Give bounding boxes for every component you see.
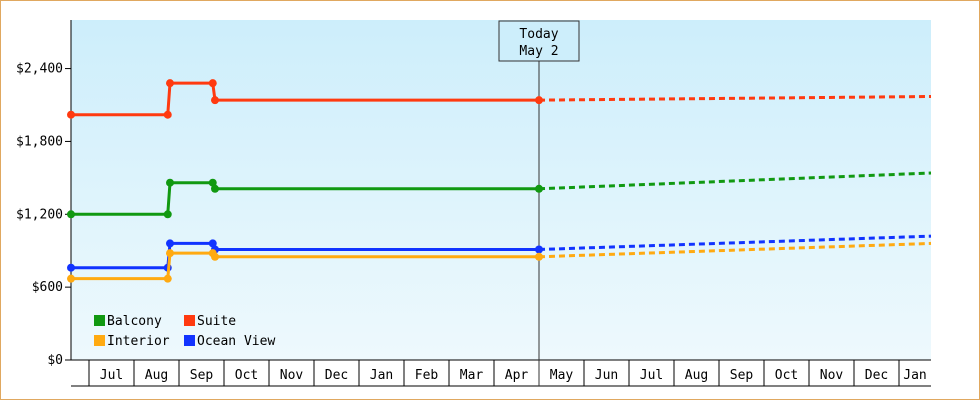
x-tick-label: Jan (370, 368, 393, 383)
series-interior-point (67, 274, 75, 283)
x-tick-label: Jan (903, 368, 926, 383)
legend-swatch-ocean-view (184, 335, 195, 346)
series-interior-point (163, 274, 172, 283)
series-suite-point (535, 96, 543, 105)
series-suite-history (71, 81, 539, 117)
x-tick-label: Dec (865, 368, 888, 383)
y-tick-label: $1,800 (16, 134, 63, 149)
series-balcony-history (71, 181, 539, 216)
legend-swatch-balcony (94, 315, 105, 326)
series-ocean-view-history (71, 241, 539, 270)
legend: Balcony Suite Interior Ocean View (94, 314, 275, 349)
series-ocean-view-point (535, 245, 543, 254)
y-tick-label: $0 (47, 353, 63, 368)
legend-swatch-suite (184, 315, 195, 326)
x-tick-label: Feb (415, 368, 439, 383)
x-tick-label: Jul (100, 368, 123, 383)
series-suite-point (163, 110, 172, 119)
legend-label-balcony: Balcony (107, 314, 162, 329)
legend-label-suite: Suite (197, 314, 236, 329)
x-tick-label: Nov (820, 368, 844, 383)
today-annotation-box (498, 20, 580, 62)
x-tick-label: Nov (280, 368, 304, 383)
series-suite-forecast (538, 95, 932, 102)
series-ocean-view-point (166, 239, 174, 248)
x-tick-label: May (550, 368, 574, 383)
x-tick-label: Oct (775, 368, 798, 383)
x-tick-label: Sep (730, 368, 754, 383)
series-balcony-point (211, 184, 219, 193)
series-interior-point (166, 249, 174, 258)
series-lines (67, 79, 932, 283)
y-tick-label: $1,200 (16, 207, 63, 222)
x-tick-label: Mar (460, 368, 484, 383)
series-suite-point (211, 96, 219, 105)
y-tick-label: $600 (32, 280, 63, 295)
legend-label-interior: Interior (107, 334, 170, 349)
today-marker: Today May 2 (498, 20, 580, 386)
series-suite-point (67, 110, 75, 119)
x-tick-label: Jun (595, 368, 618, 383)
series-ocean-view-forecast (538, 234, 932, 251)
series-interior-forecast (538, 241, 932, 259)
axes: $0 $600 $1,200 $1,800 $2,400 Jul Aug Sep Oct Nov D… (16, 20, 931, 387)
x-tick-label: Oct (235, 368, 258, 383)
series-interior-point (535, 252, 543, 261)
legend-swatch-interior (94, 335, 105, 346)
series-ocean-view-point (67, 263, 75, 272)
x-tick-label: Aug (145, 368, 168, 383)
today-label: Today (519, 27, 558, 42)
series-ocean-view-point (208, 239, 217, 248)
x-tick-label: Apr (505, 368, 529, 383)
series-balcony-forecast (538, 171, 932, 191)
series-interior-point (211, 252, 219, 261)
series-balcony-point (67, 210, 75, 219)
y-tick-label: $2,400 (16, 62, 63, 77)
series-suite-point (166, 79, 174, 88)
x-tick-label: Jul (640, 368, 663, 383)
series-suite-point (208, 79, 217, 88)
series-balcony-point (166, 178, 174, 187)
x-tick-label: Sep (190, 368, 214, 383)
legend-label-ocean-view: Ocean View (197, 334, 275, 349)
series-balcony-point (535, 184, 543, 193)
x-tick-label: Dec (325, 368, 348, 383)
today-date: May 2 (519, 44, 558, 59)
series-interior-history (71, 251, 539, 281)
series-balcony-point (163, 210, 172, 219)
series-balcony-point (208, 178, 217, 187)
x-tick-label: Aug (685, 368, 708, 383)
